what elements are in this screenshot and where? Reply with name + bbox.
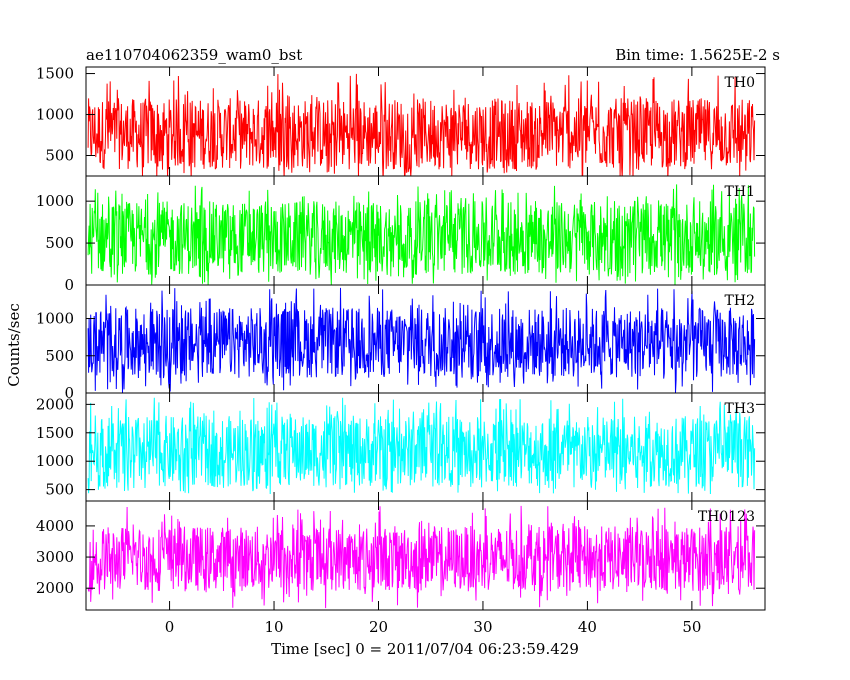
- y-tick-label: 500: [45, 347, 74, 365]
- y-tick-label: 1000: [36, 452, 74, 470]
- x-tick-label: 10: [264, 618, 283, 636]
- y-tick-label: 3000: [36, 548, 74, 566]
- series-line-th0123: [87, 505, 756, 609]
- x-tick-label: 0: [165, 618, 175, 636]
- chart-title: ae110704062359_wam0_bst: [86, 46, 302, 64]
- x-tick-label: 20: [369, 618, 388, 636]
- y-tick-label: 500: [45, 481, 74, 499]
- panel-th3: 500 1000 1500 2000 TH3: [36, 392, 766, 502]
- y-tick-label: 0: [64, 384, 74, 402]
- series-label-th0123: TH0123: [698, 509, 755, 525]
- x-tick-label: 50: [682, 618, 701, 636]
- y-tick-label: 1000: [36, 192, 74, 210]
- y-tick-label: 1000: [36, 106, 74, 124]
- y-tick-label: 1000: [36, 310, 74, 328]
- y-axis-title: Counts/sec: [5, 303, 23, 387]
- series-line-th2: [87, 287, 756, 393]
- panel-th1: 0 500 1000 TH1: [36, 175, 766, 294]
- x-axis-title: Time [sec] 0 = 2011/07/04 06:23:59.429: [271, 640, 579, 658]
- y-tick-label: 500: [45, 234, 74, 252]
- x-axis: 0 10 20 30 40 50: [165, 618, 702, 636]
- panel-th0123: 2000 3000 4000 TH0123: [36, 500, 766, 611]
- series-line-th3: [87, 397, 756, 495]
- panel-th2: 0 500 1000 TH2: [36, 284, 766, 402]
- y-tick-label: 0: [64, 276, 74, 294]
- y-tick-label: 500: [45, 147, 74, 165]
- series-label-th2: TH2: [725, 293, 755, 309]
- panels-group: 500 1000 1500 TH0 0 500 1000 TH1 0 500 1000 TH2 500 1…: [36, 65, 766, 611]
- series-line-th1: [87, 184, 756, 285]
- series-label-th3: TH3: [725, 401, 755, 417]
- y-tick-label: 2000: [36, 395, 74, 413]
- series-label-th0: TH0: [725, 75, 755, 91]
- x-tick-label: 30: [473, 618, 492, 636]
- bin-time-label: Bin time: 1.5625E-2 s: [615, 46, 780, 64]
- series-label-th1: TH1: [725, 184, 755, 200]
- x-tick-label: 40: [578, 618, 597, 636]
- y-tick-label: 4000: [36, 517, 74, 535]
- y-tick-label: 1500: [36, 424, 74, 442]
- panel-frame: [85, 500, 766, 611]
- series-line-th0: [87, 73, 756, 176]
- y-tick-label: 1500: [36, 65, 74, 83]
- y-tick-label: 2000: [36, 579, 74, 597]
- panel-th0: 500 1000 1500 TH0: [36, 65, 766, 177]
